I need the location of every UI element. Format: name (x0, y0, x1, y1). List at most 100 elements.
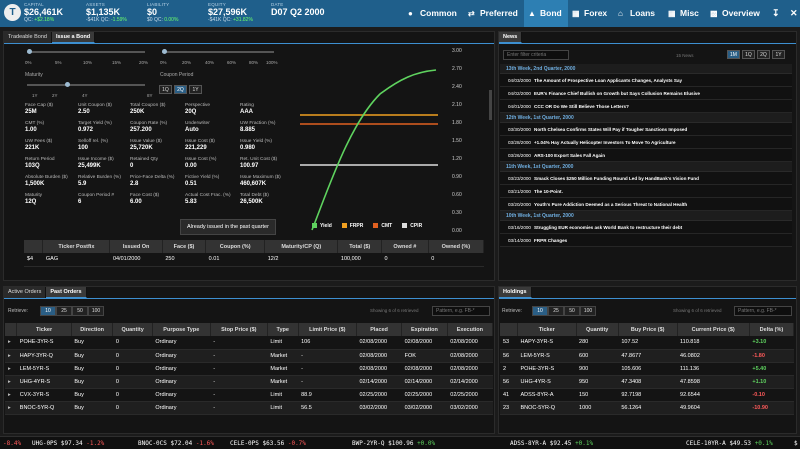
table-row[interactable]: 41 ADSS-8YR-A 150 92.7198 92.6544 -0.10 (500, 388, 794, 402)
nav-misc[interactable]: ▦ Misc (664, 0, 706, 27)
table-row[interactable]: 56 LEM-5YR-S 600 47.8677 46.0802 -1.80 (500, 349, 794, 363)
column-header[interactable]: Issued On (109, 240, 163, 253)
page-size-50[interactable]: 50 (72, 306, 88, 316)
column-header[interactable]: Stop Price ($) (210, 323, 268, 336)
ticker-item[interactable]: -8.4% (3, 440, 21, 447)
news-period-1m[interactable]: 1M (727, 50, 740, 59)
nav-forex[interactable]: ▦ Forex (568, 0, 614, 27)
column-header[interactable]: Total ($) (337, 240, 383, 253)
nav-bond[interactable]: ▲ Bond (524, 0, 568, 27)
column-header[interactable]: Expiration (401, 323, 448, 336)
ticker-item[interactable]: BNOC-0CS $72.04 -1.6% (138, 440, 214, 447)
scrollbar[interactable] (489, 90, 492, 120)
table-row[interactable]: ▸ CVX-3YR-S Buy 0 Ordinary - Limit 88.9 02/25/20… (5, 388, 493, 402)
nav-overview[interactable]: ▩ Overview (706, 0, 766, 27)
page-size-25[interactable]: 25 (548, 306, 564, 316)
holdings-search-input[interactable]: Pattern, e.g. FB-* (734, 306, 792, 316)
page-size-10[interactable]: 10 (532, 306, 548, 316)
column-header[interactable]: Limit Price ($) (298, 323, 357, 336)
column-header[interactable]: Quantity (112, 323, 153, 336)
news-item[interactable]: 03/26/2000 ARS-100 Export Sales Fall Agai… (500, 149, 792, 162)
ticker-item[interactable]: UHG-0PS $97.34 -1.2% (32, 440, 104, 447)
nav-loans[interactable]: ⌂ Loans (614, 0, 664, 27)
nav-common[interactable]: ● Common (404, 0, 464, 27)
page-size-50[interactable]: 50 (564, 306, 580, 316)
table-row[interactable]: 23 BNOC-5YR-Q 1000 56.1264 49.9604 -10.90 (500, 401, 794, 415)
column-header[interactable]: Delta (%) (749, 323, 795, 336)
news-item[interactable]: 03/16/2000 Struggling EUR economies ask W… (500, 221, 792, 234)
news-item[interactable]: 03/14/2000 FRPR Changes (500, 234, 792, 247)
column-header[interactable]: Quantity (576, 323, 619, 336)
column-header[interactable]: Direction (71, 323, 114, 336)
column-header[interactable]: Ticker (16, 323, 72, 336)
slider-rate[interactable] (27, 49, 145, 54)
page-size-25[interactable]: 25 (56, 306, 72, 316)
table-row[interactable]: ▸ HAPY-3YR-Q Buy 0 Ordinary - Market -02/08/200… (5, 349, 493, 363)
column-header[interactable]: Execution (447, 323, 494, 336)
table-row[interactable]: ▸ BNOC-5YR-Q Buy 0 Ordinary - Limit 56.5 03/02/2… (5, 401, 493, 415)
coupon-1q[interactable]: 1Q (159, 85, 172, 94)
tab-news[interactable]: News (499, 32, 523, 43)
news-period-1q[interactable]: 1Q (742, 50, 755, 59)
info-icon[interactable]: ▸ (8, 339, 11, 346)
ticker-item[interactable]: $ (794, 440, 798, 447)
tab-tradeable-bond[interactable]: Tradeable Bond (4, 32, 52, 43)
column-header[interactable]: Ticker Postfix (42, 240, 111, 253)
column-header[interactable]: Owned # (381, 240, 429, 253)
info-icon[interactable]: ▸ (8, 365, 11, 372)
info-icon[interactable]: ▸ (8, 378, 11, 385)
ticker-item[interactable]: CELE-0PS $63.56 -0.7% (230, 440, 306, 447)
tab-active-orders[interactable]: Active Orders (4, 287, 47, 298)
info-icon[interactable]: ▸ (8, 391, 11, 398)
tab-issue-bond[interactable]: Issue a Bond (51, 32, 96, 43)
news-item[interactable]: 04/01/2000 CCC OR Do We Still Believe Tho… (500, 100, 792, 113)
page-size-100[interactable]: 100 (88, 306, 104, 316)
slider-maturity[interactable] (27, 82, 145, 87)
slider-knob[interactable] (27, 49, 32, 54)
download-icon[interactable]: ↧ (772, 8, 780, 18)
ticker-item[interactable]: BWP-2YR-Q $100.96 +0.0% (352, 440, 435, 447)
news-item[interactable]: 03/28/2000 +1.04% Hay Actually Helicopter… (500, 136, 792, 149)
column-header[interactable]: Type (267, 323, 299, 336)
coupon-1y[interactable]: 1Y (189, 85, 202, 94)
column-header[interactable]: Ticker (517, 323, 577, 336)
news-period-2q[interactable]: 2Q (757, 50, 770, 59)
info-icon[interactable]: ▸ (8, 352, 11, 359)
page-size-100[interactable]: 100 (580, 306, 596, 316)
column-header[interactable]: Buy Price ($) (618, 323, 678, 336)
column-header[interactable]: Coupon (%) (205, 240, 266, 253)
table-row[interactable]: ▸ LEM-5YR-S Buy 0 Ordinary - Market -02/08/2000… (5, 362, 493, 376)
news-item[interactable]: 03/20/2000 Youth's Pure Addiction Deemed … (500, 198, 792, 211)
column-header[interactable]: Face ($) (162, 240, 207, 253)
news-item[interactable]: 03/21/2000 The 10-Point. (500, 185, 792, 198)
ticker-item[interactable]: CELE-10YR-A $49.53 +0.1% (686, 440, 773, 447)
column-header[interactable]: Purpose Type (152, 323, 211, 336)
table-row[interactable]: $4 GAG 04/01/2000 250 0.01 12/2 100,000 0 0 (24, 253, 484, 267)
slider-knob[interactable] (65, 82, 70, 87)
news-item[interactable]: 03/30/2000 North Chelsea Confirms States … (500, 123, 792, 136)
news-period-1y[interactable]: 1Y (772, 50, 785, 59)
table-row[interactable]: 2 POHE-3YR-S 900 105.606 111.136 +5.40 (500, 362, 794, 376)
close-icon[interactable]: ✕ (790, 8, 798, 18)
nav-preferred[interactable]: ⇄ Preferred (464, 0, 524, 27)
coupon-2q[interactable]: 2Q (174, 85, 187, 94)
table-row[interactable]: 53 HAPY-3YR-S 280 107.52 110.818 +3.10 (500, 336, 794, 350)
news-item[interactable]: 04/03/2000 The Amount of Prospective Loan… (500, 74, 792, 87)
tab-holdings[interactable]: Holdings (499, 287, 532, 298)
column-header[interactable]: Current Price ($) (677, 323, 750, 336)
news-item[interactable]: 03/23/2000 Smack Closes $250 Million Fund… (500, 172, 792, 185)
page-size-10[interactable]: 10 (40, 306, 56, 316)
tab-past-orders[interactable]: Past Orders (46, 287, 87, 298)
orders-search-input[interactable]: Pattern, e.g. FB-* (432, 306, 490, 316)
slider-knob[interactable] (162, 49, 167, 54)
news-search-input[interactable]: Enter filter criteria (503, 50, 569, 60)
table-row[interactable]: 56 UHG-4YR-S 950 47.3408 47.8598 +1.10 (500, 375, 794, 389)
table-row[interactable]: ▸ UHG-4YR-S Buy 0 Ordinary - Market -02/14/2000… (5, 375, 493, 389)
table-row[interactable]: ▸ POHE-3YR-S Buy 0 Ordinary - Limit 106 02/08/20… (5, 336, 493, 350)
column-header[interactable]: Maturity/CP (Q) (264, 240, 339, 253)
news-item[interactable]: 04/02/2000 EUR's Finance Chief Bullish on… (500, 87, 792, 100)
column-header[interactable]: Placed (356, 323, 403, 336)
column-header[interactable]: Owned (%) (428, 240, 485, 253)
slider-percent[interactable] (162, 49, 274, 54)
info-icon[interactable]: ▸ (8, 404, 11, 411)
